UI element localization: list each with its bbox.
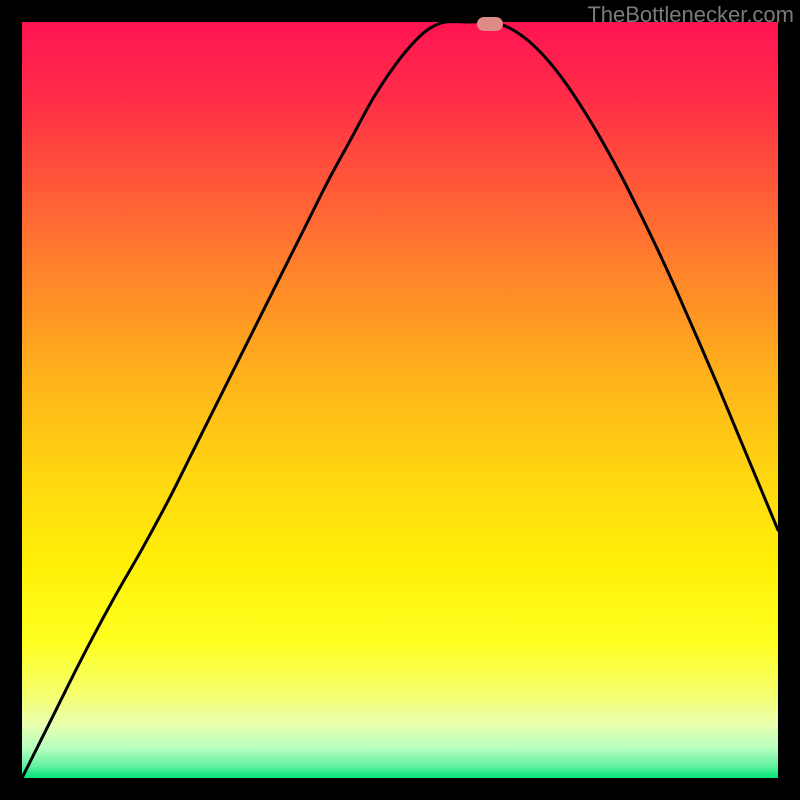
plot-area [22,22,778,778]
bottleneck-curve [22,22,778,778]
watermark-text: TheBottlenecker.com [587,2,794,28]
chart-stage: TheBottlenecker.com [0,0,800,800]
optimal-point-marker [477,17,503,31]
